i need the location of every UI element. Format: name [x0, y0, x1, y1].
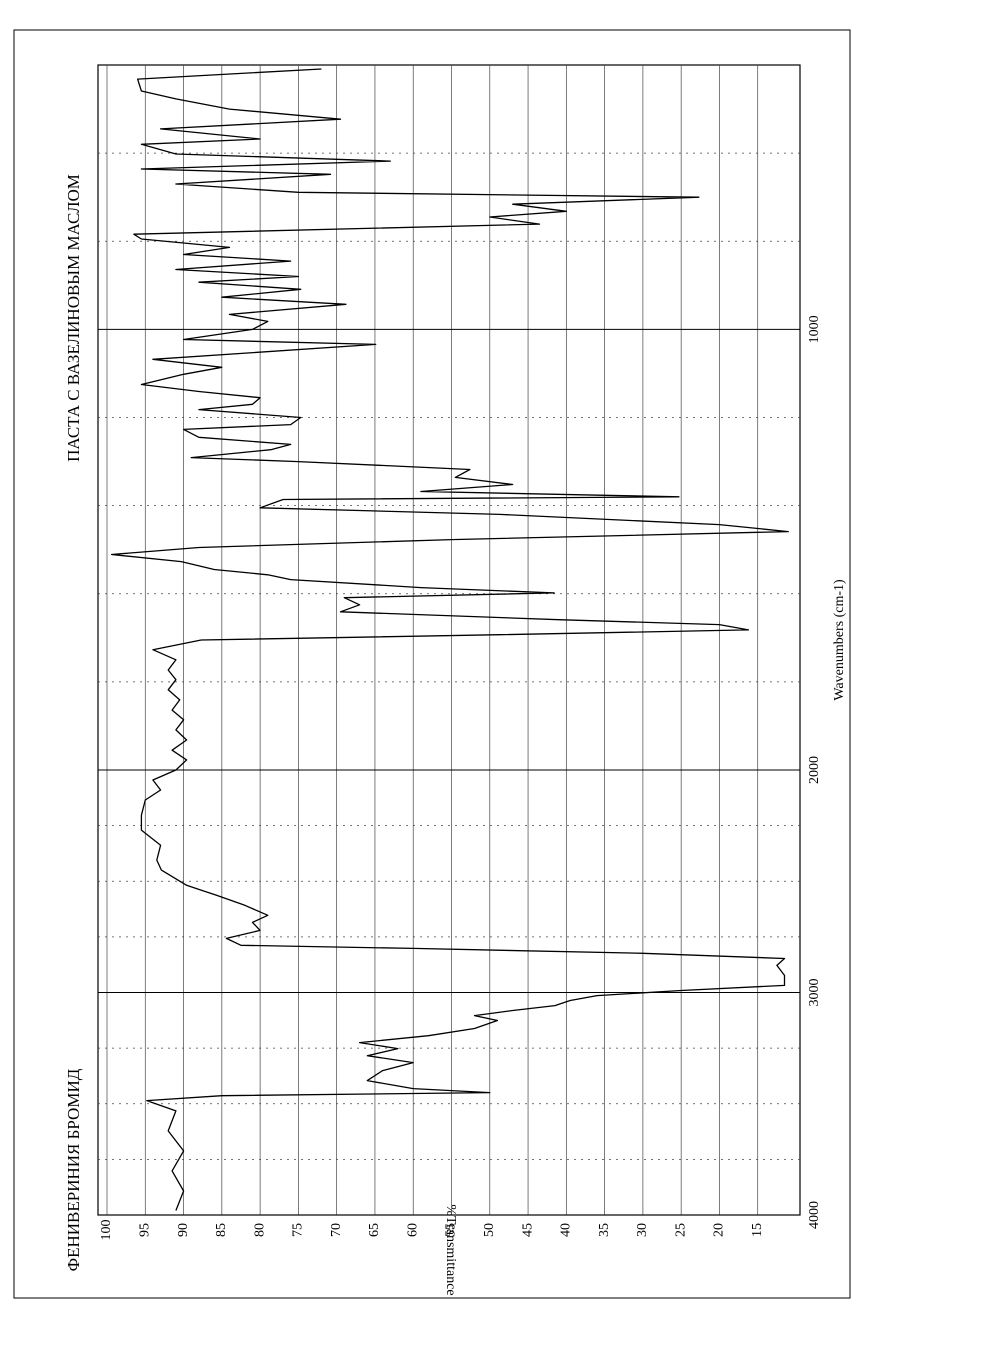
- x-tick-label: 2000: [807, 756, 822, 784]
- y-tick-label: 85: [214, 1223, 229, 1237]
- y-tick-label: 25: [673, 1223, 688, 1237]
- chart-subtitle: ПАСТА С ВАЗЕЛИНОВЫМ МАСЛОМ: [64, 174, 83, 462]
- y-tick-label: 95: [137, 1223, 152, 1237]
- y-tick-label: 55: [444, 1223, 459, 1237]
- x-axis-label: Wavenumbers (cm-1): [832, 579, 847, 701]
- chart-title: ФЕНИВЕРИНИЯ БРОМИД: [64, 1068, 83, 1271]
- y-tick-label: 80: [252, 1223, 267, 1237]
- y-tick-label: 45: [520, 1223, 535, 1237]
- page-frame: [13, 29, 851, 1299]
- y-tick-label: 60: [405, 1223, 420, 1237]
- y-tick-label: 50: [482, 1223, 497, 1237]
- x-tick-label: 3000: [807, 979, 822, 1007]
- y-tick-label: 90: [176, 1223, 191, 1237]
- y-axis-label: %Transmittance: [443, 1204, 458, 1295]
- x-tick-label: 4000: [807, 1201, 822, 1229]
- y-tick-label: 20: [712, 1223, 727, 1237]
- y-tick-label: 35: [597, 1223, 612, 1237]
- y-tick-label: 40: [559, 1223, 574, 1237]
- y-tick-label: 75: [291, 1223, 306, 1237]
- y-tick-label: 65: [367, 1223, 382, 1237]
- y-tick-label: 100: [99, 1220, 114, 1241]
- x-tick-label: 1000: [807, 315, 822, 343]
- y-tick-label: 70: [329, 1223, 344, 1237]
- y-tick-label: 15: [750, 1223, 765, 1237]
- spectrum-line: [110, 68, 789, 1211]
- y-tick-label: 30: [635, 1223, 650, 1237]
